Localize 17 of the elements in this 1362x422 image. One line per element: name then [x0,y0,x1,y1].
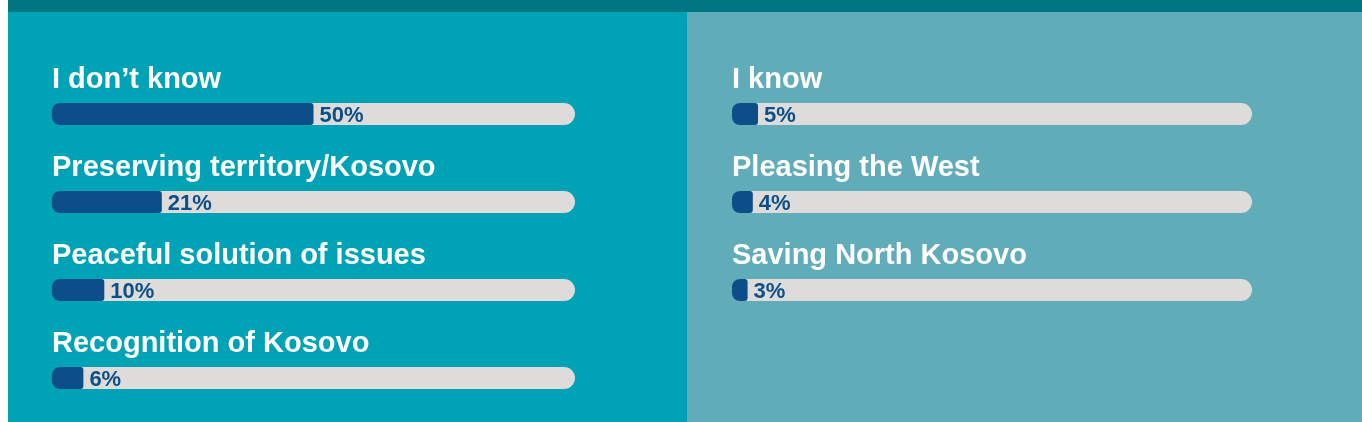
y-tick-label: Saving North Kosovo [732,238,1027,270]
bar [52,191,162,213]
data-label: 4% [758,190,791,215]
data-label: 21% [167,190,212,215]
y-tick-label: I don’t know [52,62,222,94]
y-tick-label: Preserving territory/Kosovo [52,150,436,182]
y-tick-label: Recognition of Kosovo [52,326,370,358]
data-label: 6% [89,366,122,391]
y-tick-label: Peaceful solution of issues [52,238,426,270]
y-tick-label: Pleasing the West [732,150,980,182]
data-label: 5% [764,102,796,127]
data-label: 3% [753,278,786,303]
data-label: 10% [110,278,155,303]
data-label: 50% [319,102,364,127]
y-tick-label: I know [732,62,823,94]
bar [52,367,84,389]
bar [52,279,105,301]
